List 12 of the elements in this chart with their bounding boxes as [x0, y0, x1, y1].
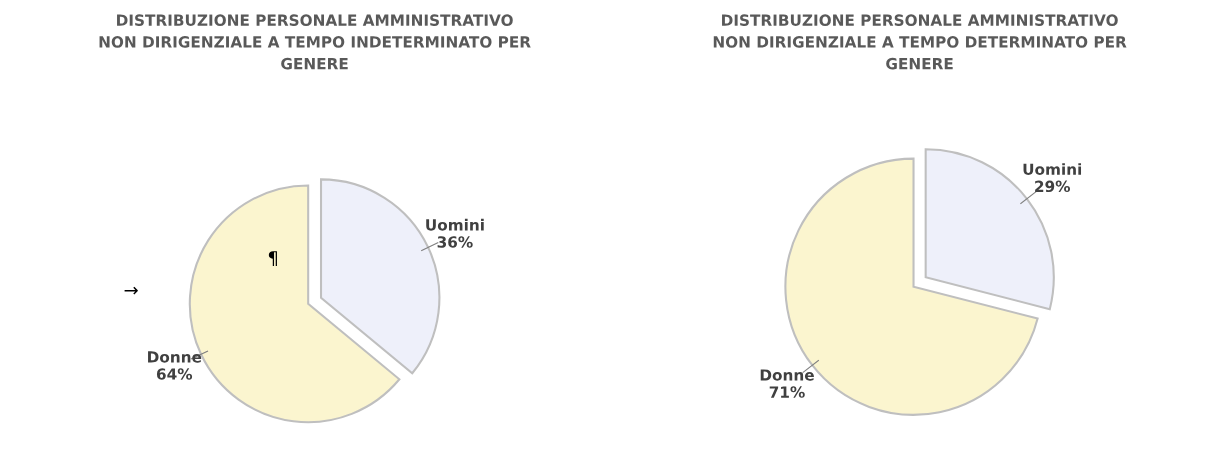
slice-label: Donne — [148, 351, 202, 363]
text: ¶ — [268, 251, 277, 267]
chart-title: DISTRIBUZIONE PERSONALE AMMINISTRATIVO NON DIRIGENZIALE A TEMPO INDETERMINATO PER GENERE — [99, 14, 531, 70]
data-label: 29% — [1035, 180, 1071, 193]
data-label: 36% — [437, 236, 473, 248]
slice-label: Donne — [760, 369, 814, 381]
slice-label: Uomini — [1023, 163, 1082, 176]
chart-title: DISTRIBUZIONE PERSONALE AMMINISTRATIVO NON DIRIGENZIALE A TEMPO DETERMINATO PER GENERE — [713, 14, 1127, 70]
slice-label: Uomini — [426, 218, 484, 231]
data-label: 71% — [769, 386, 805, 398]
data-label: 64% — [156, 368, 193, 380]
text: → — [124, 286, 138, 295]
